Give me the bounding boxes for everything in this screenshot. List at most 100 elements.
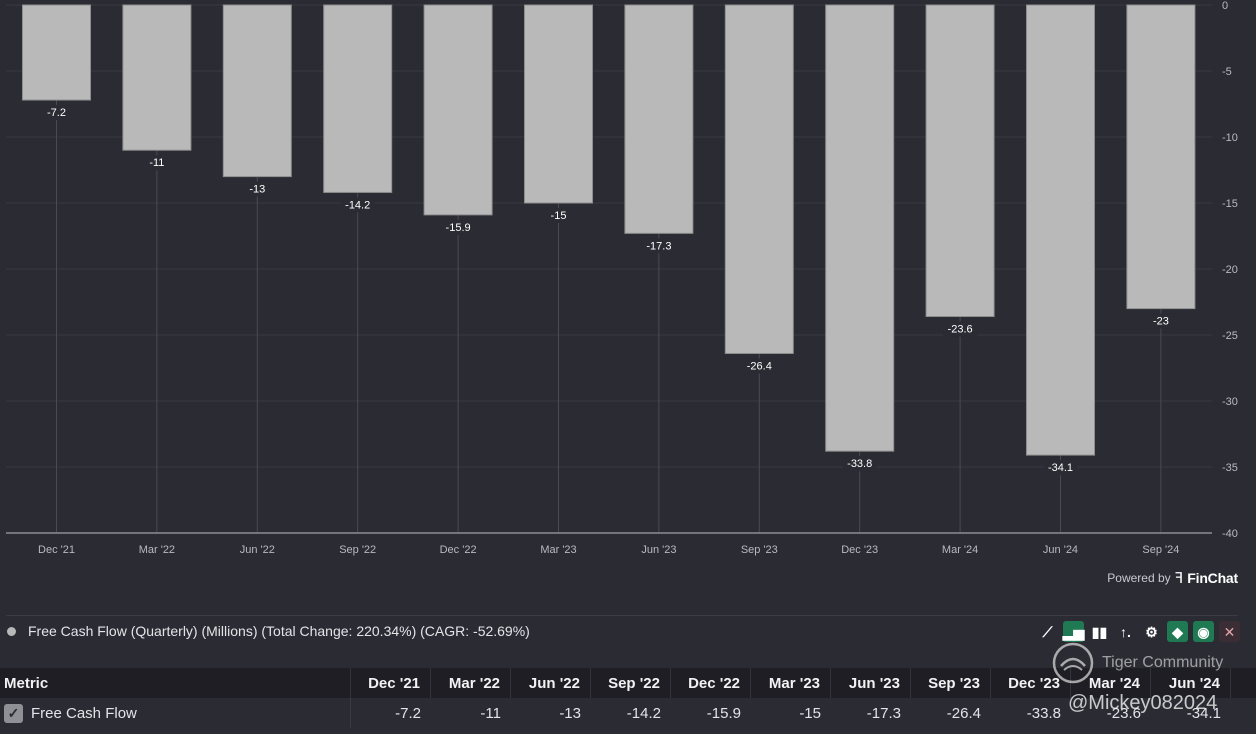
data-label-bg bbox=[1043, 460, 1078, 476]
data-label-bg bbox=[139, 155, 174, 171]
period-header: Sep '23 bbox=[911, 668, 991, 698]
x-tick-label: Dec '23 bbox=[841, 544, 878, 556]
x-tick-label: Sep '24 bbox=[1142, 544, 1179, 556]
period-header: Mar '23 bbox=[751, 668, 831, 698]
close-icon[interactable]: ✕ bbox=[1219, 621, 1240, 642]
bar bbox=[222, 4, 292, 178]
bar-chart: 0 -5 -10 -15 -20 -25 -30 -35 -40 -7.2 -11 -13 -14.2 -… bbox=[6, 0, 1238, 556]
data-label-bg bbox=[340, 197, 375, 213]
bar bbox=[925, 4, 995, 318]
line-chart-icon[interactable]: ⟋ bbox=[1042, 623, 1053, 640]
period-header: Mar '24 bbox=[1071, 668, 1151, 698]
finchat-brand: FinChat bbox=[1187, 570, 1238, 586]
y-tick-label: -5 bbox=[1222, 66, 1232, 78]
data-label: -23 bbox=[1153, 316, 1169, 328]
data-label: -17.3 bbox=[646, 240, 671, 252]
sort-icon[interactable]: ↑. bbox=[1120, 623, 1131, 640]
bar-chart-icon[interactable]: ▂▅ bbox=[1063, 621, 1084, 642]
value-cell: -11 bbox=[480, 704, 501, 722]
data-label: -7.2 bbox=[47, 107, 66, 119]
bar bbox=[122, 4, 192, 151]
data-label-bg bbox=[842, 456, 877, 472]
data-label: -33.8 bbox=[847, 458, 872, 470]
data-label: -23.6 bbox=[948, 324, 973, 336]
bar bbox=[624, 4, 694, 234]
x-tick-label: Sep '22 bbox=[339, 544, 376, 556]
value-cell: -15 bbox=[799, 704, 821, 722]
row-checkbox[interactable]: ✓ bbox=[4, 703, 23, 723]
x-tick-label: Mar '24 bbox=[942, 544, 978, 556]
legend-text: Free Cash Flow (Quarterly) (Millions) (T… bbox=[28, 623, 530, 639]
x-tick-label: Jun '23 bbox=[641, 544, 676, 556]
x-tick-label: Mar '23 bbox=[540, 544, 576, 556]
tag-icon[interactable]: ◆ bbox=[1167, 621, 1188, 642]
data-label-bg bbox=[943, 321, 978, 337]
value-cell: -26.4 bbox=[946, 704, 981, 722]
value-cell: -23.6 bbox=[1106, 704, 1141, 722]
data-label-bg bbox=[240, 181, 275, 197]
y-tick-label: -30 bbox=[1222, 396, 1238, 408]
data-label-bg bbox=[541, 208, 576, 223]
legend-dot bbox=[7, 626, 16, 636]
bar bbox=[724, 4, 794, 354]
x-tick-label: Sep '23 bbox=[741, 544, 778, 556]
y-tick-label: -40 bbox=[1222, 528, 1238, 540]
gear-icon[interactable]: ⚙ bbox=[1145, 623, 1158, 640]
value-cell: -13 bbox=[559, 704, 581, 722]
metric-label: Free Cash Flow bbox=[31, 704, 137, 722]
y-tick-label: 0 bbox=[1222, 0, 1228, 12]
value-cell: -33.8 bbox=[1026, 704, 1061, 722]
value-cell: -7.2 bbox=[395, 704, 421, 722]
data-label-bg bbox=[39, 105, 74, 121]
x-tick-label: Jun '24 bbox=[1043, 544, 1078, 556]
finchat-logo-icon: ꟻ bbox=[1174, 569, 1184, 587]
x-tick-label: Mar '22 bbox=[139, 544, 175, 556]
data-label-bg bbox=[641, 238, 676, 254]
data-table: Metric Dec '21 Mar '22 Jun '22 Sep '22 Dec '… bbox=[0, 668, 1256, 728]
period-header: Dec '23 bbox=[991, 668, 1071, 698]
table-header: Metric Dec '21 Mar '22 Jun '22 Sep '22 Dec '… bbox=[0, 668, 1256, 698]
y-tick-label: -10 bbox=[1222, 132, 1238, 144]
x-tick-label: Dec '22 bbox=[440, 544, 477, 556]
value-cell: -14.2 bbox=[626, 704, 661, 722]
period-header: Jun '24 bbox=[1151, 668, 1231, 698]
period-header: Dec '22 bbox=[671, 668, 751, 698]
bar bbox=[1026, 4, 1095, 456]
period-header: Dec '21 bbox=[351, 668, 431, 698]
bar bbox=[423, 4, 493, 216]
bar bbox=[524, 4, 593, 204]
period-header: Sep '22 bbox=[591, 668, 671, 698]
bar bbox=[825, 4, 895, 452]
period-header: Jun '23 bbox=[831, 668, 911, 698]
period-header: Jun '22 bbox=[511, 668, 591, 698]
chart-area: 0 -5 -10 -15 -20 -25 -30 -35 -40 -7.2 -11 -13 -14.2 -… bbox=[6, 0, 1238, 556]
powered-by-credit[interactable]: Powered by ꟻ FinChat bbox=[1107, 569, 1238, 587]
data-label-bg bbox=[1143, 313, 1178, 329]
bar bbox=[22, 4, 91, 101]
data-label: -13 bbox=[249, 184, 265, 196]
data-label: -15.9 bbox=[446, 222, 471, 234]
eye-icon[interactable]: ◉ bbox=[1193, 621, 1214, 642]
y-tick-label: -20 bbox=[1222, 264, 1238, 276]
x-tick-label: Jun '22 bbox=[240, 544, 275, 556]
data-label-bg bbox=[441, 219, 476, 235]
grouped-bar-icon[interactable]: ▮▮ bbox=[1091, 623, 1108, 640]
y-tick-label: -15 bbox=[1222, 198, 1238, 210]
data-label: -15 bbox=[551, 210, 567, 222]
y-tick-label: -25 bbox=[1222, 330, 1238, 342]
x-tick-label: Dec '21 bbox=[38, 544, 75, 556]
period-header: Mar '22 bbox=[431, 668, 511, 698]
value-cell: -17.3 bbox=[866, 704, 901, 722]
chart-toolbar: ⟋ ▂▅ ▮▮ ↑. ⚙ ◆ ◉ ✕ bbox=[1037, 621, 1240, 642]
bar bbox=[323, 4, 393, 193]
legend-row: Free Cash Flow (Quarterly) (Millions) (T… bbox=[0, 619, 1256, 643]
data-label-bg bbox=[742, 358, 777, 374]
metric-header: Metric bbox=[0, 668, 351, 698]
table-row: ✓ Free Cash Flow -7.2 -11 -13 -14.2 -15.9 -15… bbox=[0, 698, 1256, 728]
value-cell: -34.1 bbox=[1186, 704, 1221, 722]
powered-by-label: Powered by bbox=[1107, 571, 1171, 585]
value-cell: -15.9 bbox=[706, 704, 741, 722]
y-tick-label: -35 bbox=[1222, 462, 1238, 474]
divider bbox=[6, 615, 1238, 616]
data-label: -34.1 bbox=[1048, 462, 1073, 474]
